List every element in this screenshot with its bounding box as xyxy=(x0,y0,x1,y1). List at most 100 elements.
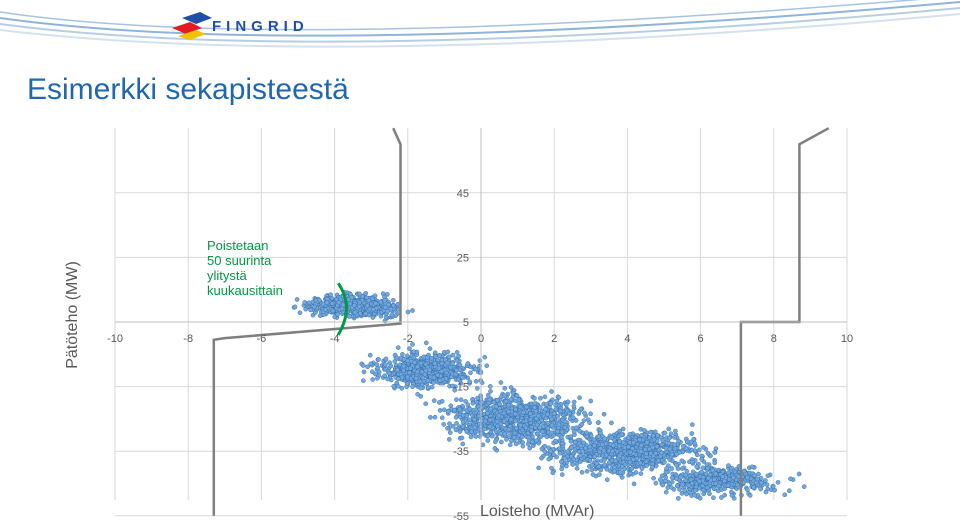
tick-labels: -10 -8 -6 -4 -2 0 2 4 6 8 10 45 25 5 -15 -35 -55 xyxy=(107,188,853,523)
data-point xyxy=(592,454,598,460)
data-point xyxy=(445,425,450,431)
data-point xyxy=(688,439,694,445)
data-point xyxy=(542,394,548,400)
data-point xyxy=(415,364,421,370)
data-point xyxy=(801,484,807,489)
data-point xyxy=(626,444,631,450)
data-point xyxy=(569,453,574,459)
data-point xyxy=(383,356,389,362)
data-point xyxy=(731,475,736,480)
data-point xyxy=(584,430,589,435)
data-point xyxy=(454,420,459,426)
data-point xyxy=(432,360,438,366)
data-point xyxy=(638,471,644,476)
data-point xyxy=(710,467,715,473)
data-point xyxy=(425,378,431,384)
data-point xyxy=(450,383,456,389)
data-point xyxy=(726,470,731,476)
data-point xyxy=(536,413,541,419)
data-point xyxy=(376,369,382,375)
data-point xyxy=(432,414,438,420)
data-point xyxy=(579,421,585,427)
data-point xyxy=(411,355,417,360)
data-point xyxy=(758,486,764,492)
data-point xyxy=(519,434,525,440)
data-point xyxy=(680,482,685,488)
data-point xyxy=(594,461,600,466)
data-point xyxy=(391,383,397,389)
data-point xyxy=(619,464,625,469)
data-point xyxy=(452,387,458,393)
data-point xyxy=(683,446,689,451)
data-point xyxy=(468,370,473,376)
data-point xyxy=(596,434,602,439)
data-point xyxy=(308,307,313,313)
data-point xyxy=(508,397,514,402)
data-point xyxy=(445,408,451,414)
data-point xyxy=(672,442,677,448)
data-point xyxy=(458,397,464,403)
data-point xyxy=(642,428,647,433)
data-point xyxy=(609,420,614,426)
data-point xyxy=(579,469,585,475)
data-point xyxy=(356,303,362,309)
data-point xyxy=(574,466,580,471)
data-point xyxy=(654,444,660,449)
data-point xyxy=(617,439,622,444)
data-point xyxy=(382,373,388,379)
data-point xyxy=(656,447,662,453)
data-point xyxy=(363,290,369,296)
data-point xyxy=(711,486,717,491)
data-point xyxy=(679,458,685,464)
data-point xyxy=(610,443,616,448)
data-point xyxy=(469,429,474,435)
data-point xyxy=(373,371,378,377)
data-point xyxy=(347,301,353,307)
data-point xyxy=(512,430,518,436)
data-point xyxy=(759,480,764,486)
data-point xyxy=(713,471,719,477)
data-point xyxy=(674,462,679,468)
data-point xyxy=(726,463,731,468)
data-point xyxy=(665,485,671,490)
data-point xyxy=(330,308,336,314)
data-point xyxy=(369,369,375,375)
data-point xyxy=(667,446,673,452)
x-tick-label: 2 xyxy=(551,333,557,345)
data-point xyxy=(660,438,665,443)
data-point xyxy=(392,359,398,364)
data-point xyxy=(650,457,656,463)
data-point xyxy=(745,487,750,493)
data-point xyxy=(514,393,520,398)
data-point xyxy=(598,467,604,473)
data-point xyxy=(485,433,491,439)
data-point xyxy=(382,298,388,303)
data-point xyxy=(417,379,423,384)
fingrid-logo: FINGRID xyxy=(0,0,960,70)
data-point xyxy=(595,420,601,426)
data-point xyxy=(562,425,568,430)
data-point xyxy=(467,379,473,385)
data-point xyxy=(571,403,577,409)
data-point xyxy=(454,349,460,355)
data-point xyxy=(607,454,612,460)
data-point xyxy=(559,459,564,465)
data-point xyxy=(370,315,376,320)
data-point xyxy=(549,422,555,428)
annotation-line: 50 suurinta xyxy=(207,253,272,268)
data-point xyxy=(383,362,388,368)
x-tick-label: 0 xyxy=(478,333,484,345)
x-tick-label: -10 xyxy=(107,333,123,345)
data-point xyxy=(375,375,380,381)
data-point xyxy=(565,399,571,405)
data-point xyxy=(410,342,415,347)
data-point xyxy=(364,303,370,309)
annotation-line: kuukausittain xyxy=(207,283,283,298)
data-point xyxy=(429,355,434,361)
data-point xyxy=(648,429,654,435)
chart-axes xyxy=(115,128,847,500)
data-point xyxy=(485,392,491,398)
data-point xyxy=(456,353,462,359)
data-point xyxy=(544,402,549,407)
data-point xyxy=(770,483,776,489)
